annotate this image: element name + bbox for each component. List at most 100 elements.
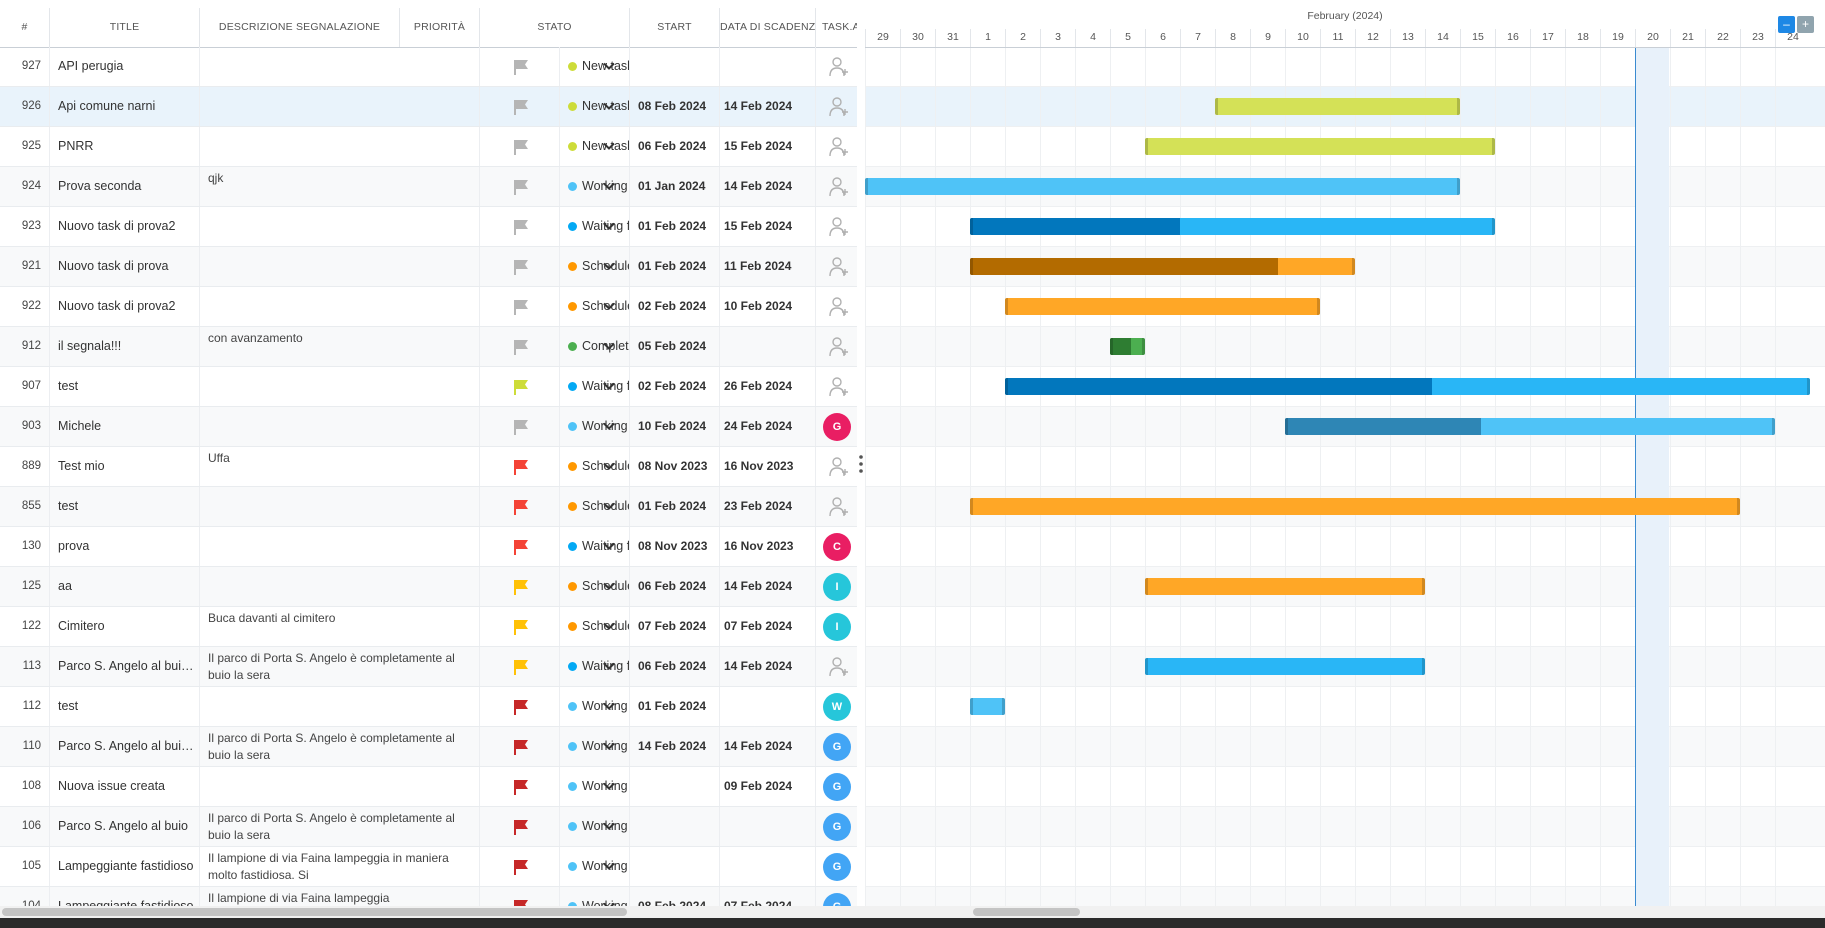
start-date[interactable] <box>630 847 720 886</box>
start-date[interactable]: 02 Feb 2024 <box>630 287 720 326</box>
due-date[interactable]: 14 Feb 2024 <box>720 167 816 206</box>
priority-cell[interactable] <box>480 327 560 366</box>
chevron-down-icon[interactable] <box>602 739 616 753</box>
gantt-task-bar[interactable] <box>1145 658 1425 675</box>
assignee-cell[interactable]: G <box>816 727 857 766</box>
assignee-cell[interactable] <box>816 647 857 686</box>
status-dropdown[interactable] <box>590 807 630 846</box>
priority-flag-icon[interactable] <box>512 98 530 116</box>
task-title[interactable]: Test mio <box>50 447 200 486</box>
due-date[interactable] <box>720 47 816 86</box>
col-header-id[interactable]: # <box>0 8 50 47</box>
status-dropdown[interactable] <box>590 647 630 686</box>
task-title[interactable]: Michele <box>50 407 200 446</box>
task-description[interactable] <box>200 47 480 86</box>
status-dropdown[interactable] <box>590 407 630 446</box>
avatar[interactable]: W <box>823 693 851 721</box>
grid-horizontal-scrollbar[interactable] <box>2 908 627 916</box>
add-assignee-icon[interactable] <box>828 216 850 238</box>
col-header-desc[interactable]: DESCRIZIONE SEGNALAZIONE <box>200 8 400 47</box>
priority-flag-icon[interactable] <box>512 338 530 356</box>
assignee-cell[interactable] <box>816 207 857 246</box>
bar-resize-handle-left[interactable] <box>1145 578 1148 595</box>
add-assignee-icon[interactable] <box>828 176 850 198</box>
start-date[interactable]: 05 Feb 2024 <box>630 327 720 366</box>
chevron-down-icon[interactable] <box>602 899 616 907</box>
priority-cell[interactable] <box>480 607 560 646</box>
add-assignee-icon[interactable] <box>828 296 850 318</box>
status-dropdown[interactable] <box>590 767 630 806</box>
status-dropdown[interactable] <box>590 287 630 326</box>
due-date[interactable] <box>720 687 816 726</box>
zoom-out-button[interactable]: – <box>1778 16 1795 33</box>
bar-resize-handle-right[interactable] <box>1457 98 1460 115</box>
bar-resize-handle-left[interactable] <box>970 258 973 275</box>
start-date[interactable]: 07 Feb 2024 <box>630 607 720 646</box>
task-title[interactable]: API perugia <box>50 47 200 86</box>
start-date[interactable] <box>630 807 720 846</box>
priority-flag-icon[interactable] <box>512 898 530 907</box>
bar-resize-handle-right[interactable] <box>1142 338 1145 355</box>
priority-cell[interactable] <box>480 887 560 907</box>
due-date[interactable]: 14 Feb 2024 <box>720 87 816 126</box>
table-row[interactable]: 927 API perugia New task <box>0 47 857 87</box>
task-description[interactable]: Il lampione di via Faina lampeggia in ma… <box>200 847 480 886</box>
zoom-in-button[interactable]: + <box>1797 16 1814 33</box>
priority-cell[interactable] <box>480 127 560 166</box>
col-header-due[interactable]: DATA DI SCADENZA <box>720 8 816 47</box>
task-title[interactable]: il segnala!!! <box>50 327 200 366</box>
task-description[interactable] <box>200 247 480 286</box>
priority-cell[interactable] <box>480 447 560 486</box>
task-title[interactable]: test <box>50 367 200 406</box>
status-dropdown[interactable] <box>590 447 630 486</box>
task-description[interactable] <box>200 207 480 246</box>
start-date[interactable]: 10 Feb 2024 <box>630 407 720 446</box>
col-header-title[interactable]: TITLE <box>50 8 200 47</box>
task-title[interactable]: Nuova issue creata <box>50 767 200 806</box>
priority-flag-icon[interactable] <box>512 218 530 236</box>
priority-cell[interactable] <box>480 207 560 246</box>
task-description[interactable]: qjk <box>200 167 480 206</box>
status-dropdown[interactable] <box>590 527 630 566</box>
gantt-task-bar[interactable] <box>970 258 1355 275</box>
assignee-cell[interactable] <box>816 447 857 486</box>
status-dropdown[interactable] <box>590 207 630 246</box>
bar-resize-handle-left[interactable] <box>970 218 973 235</box>
task-title[interactable]: Nuovo task di prova2 <box>50 287 200 326</box>
task-title[interactable]: Lampeggiante fastidioso <box>50 847 200 886</box>
table-row[interactable]: 925 PNRR New task 06 Feb 2024 15 Feb 2024 <box>0 127 857 167</box>
status-dropdown[interactable] <box>590 607 630 646</box>
bar-resize-handle-left[interactable] <box>1285 418 1288 435</box>
bar-resize-handle-left[interactable] <box>970 698 973 715</box>
task-description[interactable]: Buca davanti al cimitero <box>200 607 480 646</box>
assignee-cell[interactable]: G <box>816 807 857 846</box>
chevron-down-icon[interactable] <box>602 859 616 873</box>
status-dropdown[interactable] <box>590 87 630 126</box>
add-assignee-icon[interactable] <box>828 456 850 478</box>
priority-cell[interactable] <box>480 527 560 566</box>
task-description[interactable] <box>200 567 480 606</box>
chevron-down-icon[interactable] <box>602 59 616 73</box>
bar-resize-handle-right[interactable] <box>1422 578 1425 595</box>
priority-cell[interactable] <box>480 87 560 126</box>
priority-flag-icon[interactable] <box>512 498 530 516</box>
bar-resize-handle-left[interactable] <box>1145 658 1148 675</box>
add-assignee-icon[interactable] <box>828 496 850 518</box>
priority-cell[interactable] <box>480 647 560 686</box>
bar-resize-handle-right[interactable] <box>1422 658 1425 675</box>
gantt-task-bar[interactable] <box>1145 138 1495 155</box>
gantt-horizontal-scrollbar[interactable] <box>973 908 1080 916</box>
add-assignee-icon[interactable] <box>828 96 850 118</box>
task-title[interactable]: prova <box>50 527 200 566</box>
col-header-assignee[interactable]: TASK.A <box>822 21 857 33</box>
chevron-down-icon[interactable] <box>602 819 616 833</box>
due-date[interactable] <box>720 807 816 846</box>
due-date[interactable]: 14 Feb 2024 <box>720 567 816 606</box>
start-date[interactable] <box>630 47 720 86</box>
priority-cell[interactable] <box>480 727 560 766</box>
